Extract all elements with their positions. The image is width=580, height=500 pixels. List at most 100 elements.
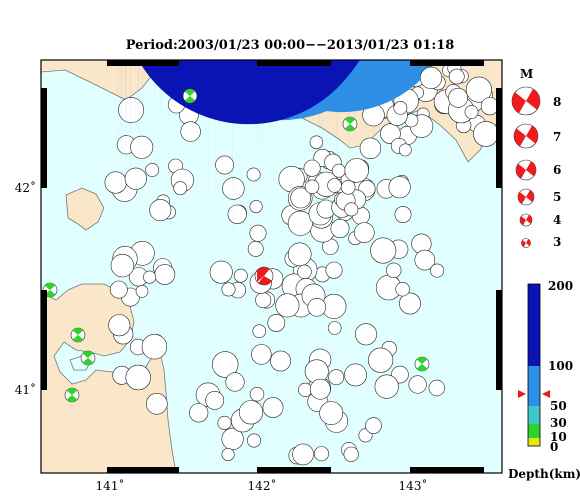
depth-50-label: 50 — [550, 399, 567, 413]
land-oshima-peninsula — [65, 187, 105, 231]
earthquake-event — [205, 60, 377, 410]
earthquake-event — [189, 60, 395, 423]
earthquake-event — [275, 293, 300, 318]
y-tick-42: 42˚ — [15, 180, 36, 195]
magnitude-legend-ball — [515, 159, 537, 181]
earthquake-event — [307, 297, 327, 317]
earthquake-event — [290, 187, 312, 209]
earthquake-event — [225, 60, 345, 392]
earthquake-event — [209, 260, 233, 284]
earthquake-event — [370, 237, 397, 264]
magnitude-legend — [511, 86, 541, 248]
magnitude-6-label: 6 — [553, 163, 561, 177]
earthquake-event — [408, 60, 427, 394]
earthquake-event — [395, 282, 410, 297]
magnitude-8-label: 8 — [553, 95, 561, 109]
earthquake-event — [380, 123, 401, 144]
earthquake-event — [145, 163, 160, 177]
y-tick-41: 41˚ — [15, 382, 36, 397]
earthquake-event — [251, 344, 272, 365]
earthquake-event — [130, 60, 154, 159]
earthquake-event — [303, 60, 321, 177]
magnitude-7-label: 7 — [553, 130, 561, 144]
earthquake-event — [108, 60, 303, 337]
earthquake-event — [343, 446, 359, 462]
depth-color-bar — [527, 283, 541, 447]
earthquake-event — [118, 97, 145, 123]
earthquake-event — [342, 116, 358, 132]
earthquake-event — [70, 327, 86, 343]
earthquake-event — [221, 60, 418, 451]
magnitude-legend-ball — [517, 188, 535, 206]
earthquake-event — [414, 356, 430, 372]
magnitude-3-label: 3 — [553, 235, 561, 249]
earthquake-event — [125, 60, 360, 391]
earthquake-event — [309, 378, 331, 400]
earthquake-event — [247, 240, 264, 257]
depth-axis-title: Depth(km) — [508, 467, 580, 481]
earthquake-event — [221, 282, 236, 297]
earthquake-event — [249, 60, 358, 402]
earthquake-event — [328, 60, 345, 386]
earthquake-event — [365, 60, 382, 434]
earthquake-event — [411, 60, 432, 254]
earthquake-event — [414, 249, 436, 271]
earthquake-event — [110, 60, 224, 278]
earthquake-event — [399, 292, 421, 315]
earthquake-event — [222, 177, 245, 200]
earthquake-event — [287, 210, 313, 236]
earthquake-event — [247, 60, 417, 448]
earthquake-event — [182, 88, 198, 104]
earthquake-event — [354, 60, 377, 346]
earthquake-event — [448, 60, 469, 108]
depth-10-label: 10 — [550, 430, 567, 444]
earthquake-event — [64, 387, 80, 403]
depth-200-label: 200 — [548, 279, 573, 293]
depth-30-label: 30 — [550, 416, 567, 430]
earthquake-event — [374, 60, 399, 399]
earthquake-event — [388, 176, 411, 199]
earthquake-event — [344, 363, 367, 387]
magnitude-legend-ball — [519, 213, 533, 227]
map-title: Period:2003/01/23 00:00−−2013/01/23 01:1… — [125, 38, 455, 53]
x-tick-141: 141˚ — [96, 478, 125, 493]
earthquake-event — [252, 324, 267, 339]
magnitude-legend-ball — [511, 86, 541, 116]
earthquake-event — [221, 60, 437, 461]
earthquake-event — [292, 60, 426, 466]
x-tick-142: 142˚ — [248, 478, 277, 493]
earthquake-event — [215, 155, 235, 175]
earthquake-event — [330, 60, 350, 239]
earthquake-event — [173, 181, 188, 196]
earthquake-event — [227, 60, 247, 224]
earthquake-event — [262, 60, 361, 418]
earthquake-event — [386, 262, 402, 278]
earthquake-event — [146, 60, 387, 415]
earthquake-event — [287, 242, 312, 267]
earthquake-event — [270, 350, 292, 372]
magnitude-legend-title: M — [520, 67, 533, 81]
earthquake-event — [419, 60, 443, 89]
earthquake-event — [212, 60, 325, 378]
earthquake-event — [448, 60, 465, 85]
earthquake-event — [180, 121, 201, 142]
earthquake-event — [394, 206, 412, 223]
earthquake-event — [143, 60, 229, 284]
earthquake-event — [309, 135, 324, 149]
earthquake-event — [267, 60, 286, 332]
earthquake-event — [80, 350, 96, 366]
earthquake-event — [141, 60, 322, 360]
depth-marker-icon — [518, 390, 550, 398]
earthquake-event — [255, 60, 272, 309]
earthquake-event — [428, 60, 445, 397]
earthquake-event — [109, 60, 262, 299]
depth-100-label: 100 — [548, 359, 573, 373]
earthquake-event — [430, 263, 445, 278]
magnitude-legend-ball — [521, 238, 531, 248]
magnitude-4-label: 4 — [553, 213, 561, 227]
earthquake-event — [327, 60, 342, 335]
earthquake-event — [313, 60, 411, 462]
earthquake-event — [368, 347, 394, 373]
depth-0-label: 0 — [550, 440, 558, 454]
magnitude-5-label: 5 — [553, 190, 561, 204]
